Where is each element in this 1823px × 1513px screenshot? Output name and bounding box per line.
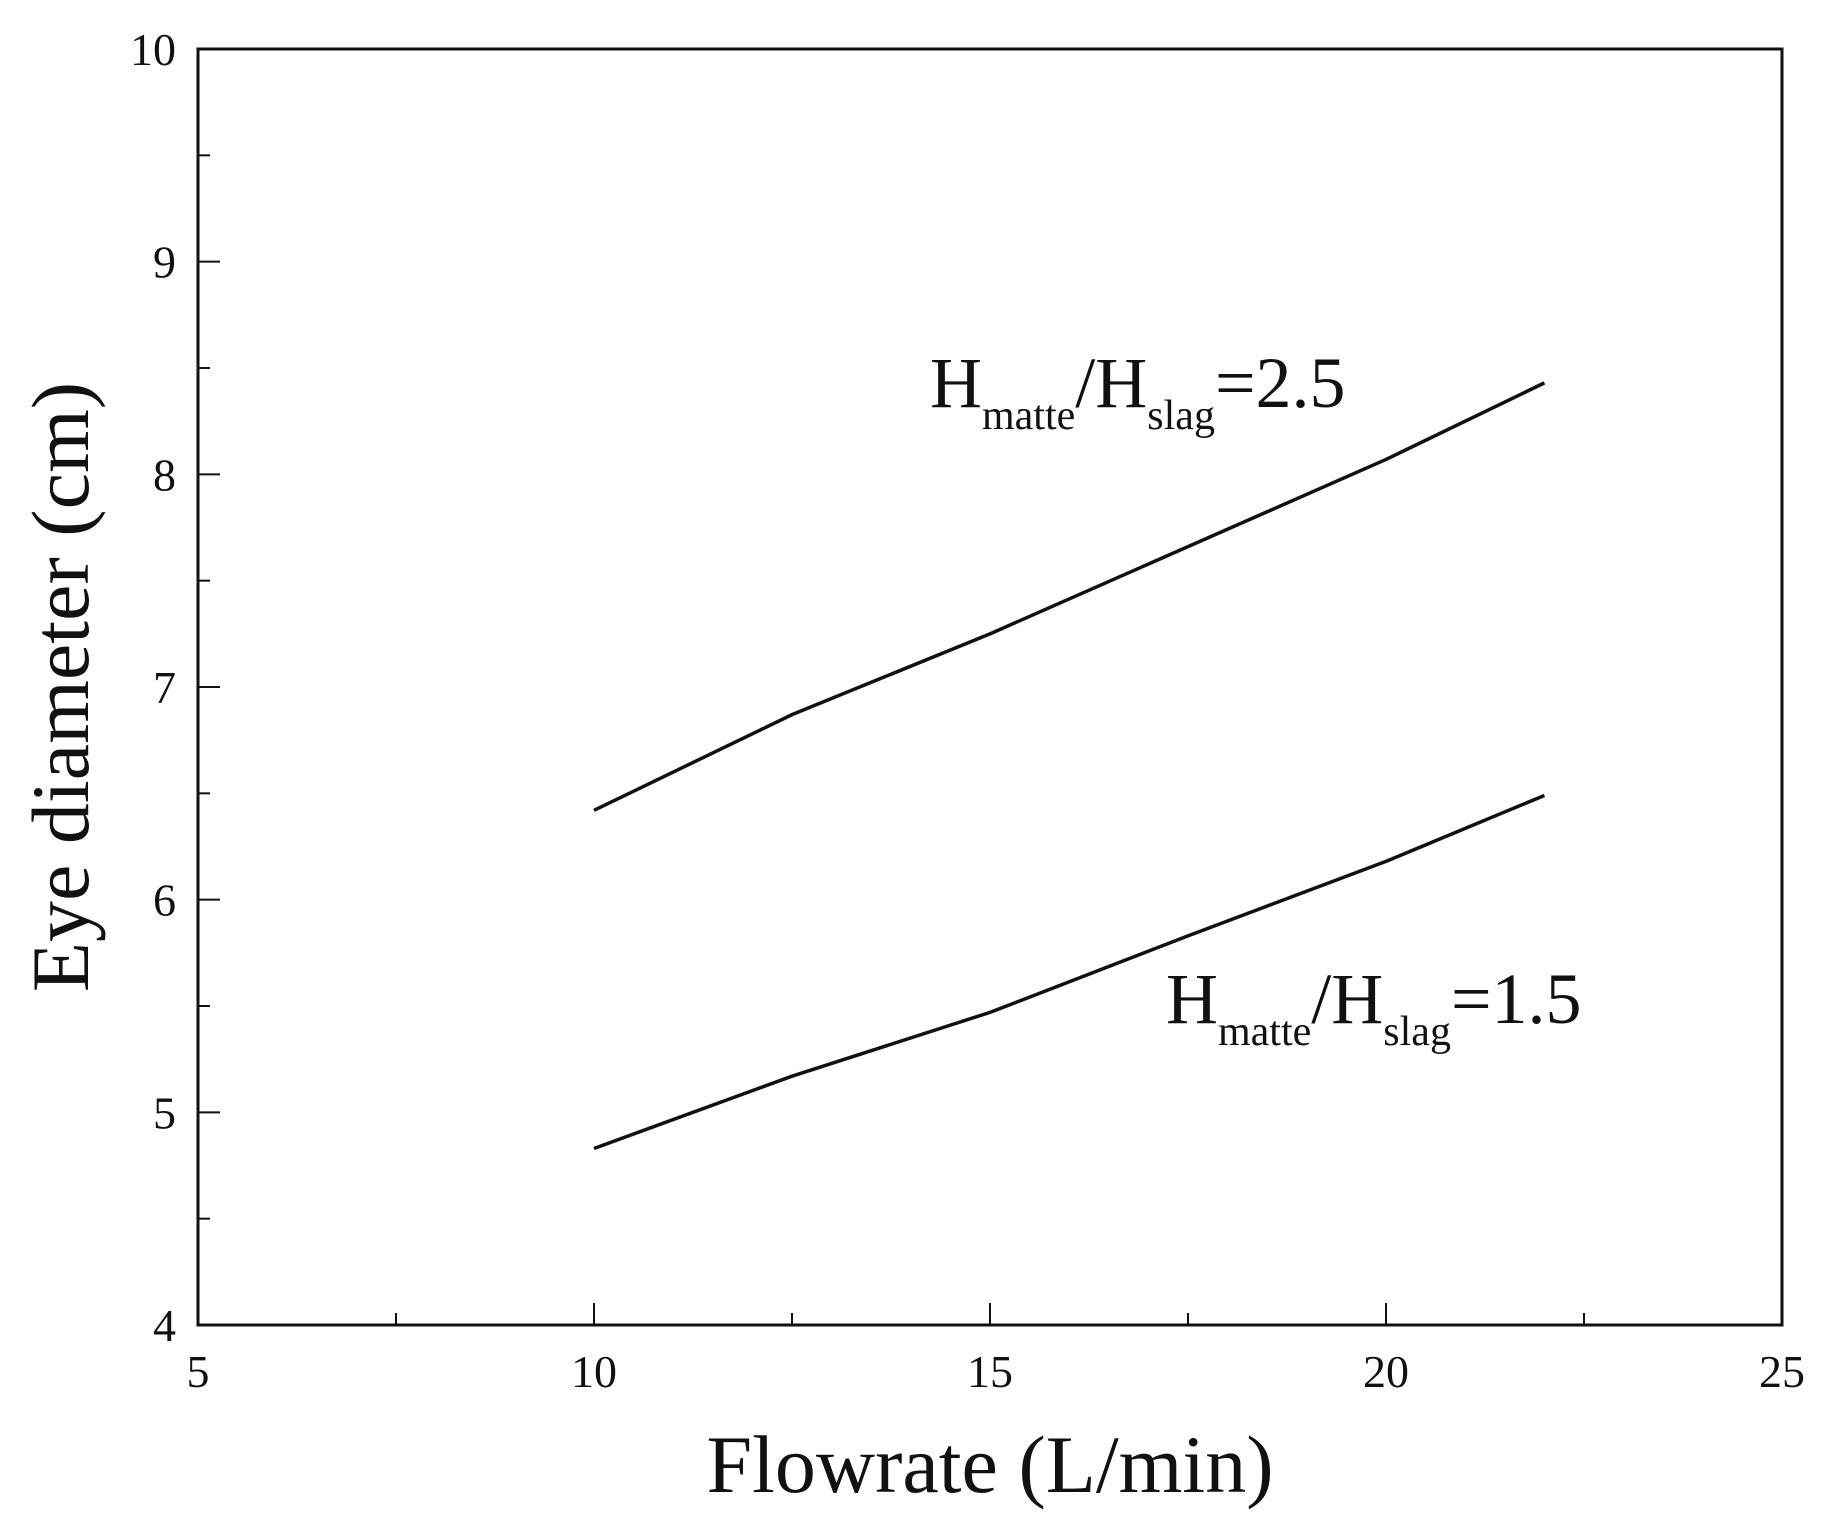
x-tick-label: 5 — [187, 1346, 210, 1397]
y-tick-label: 5 — [153, 1087, 176, 1138]
x-tick-label: 15 — [967, 1346, 1013, 1397]
annotation-text: H — [1166, 959, 1218, 1039]
x-tick-label: 20 — [1363, 1346, 1409, 1397]
y-tick-label: 6 — [153, 875, 176, 926]
annotation-subscript: slag — [1147, 393, 1215, 439]
y-tick-label: 9 — [153, 237, 176, 288]
y-tick-label: 7 — [153, 662, 176, 713]
annotation-subscript: matte — [982, 393, 1075, 439]
line-series — [593, 381, 1546, 812]
annotation-text: =1.5 — [1451, 959, 1582, 1039]
y-tick-label: 10 — [130, 24, 176, 75]
annotation: Hmatte/Hslag=2.5 — [930, 343, 1346, 439]
y-tick-label: 8 — [153, 449, 176, 500]
annotation-text: H — [930, 343, 982, 423]
x-tick-label: 25 — [1759, 1346, 1805, 1397]
annotation-subscript: matte — [1218, 1009, 1311, 1055]
x-axis-title: Flowrate (L/min) — [706, 1419, 1273, 1510]
y-axis-title: Eye diameter (cm) — [15, 382, 106, 992]
y-tick-label: 4 — [153, 1300, 176, 1351]
annotation-text: =2.5 — [1215, 343, 1346, 423]
annotation: Hmatte/Hslag=1.5 — [1166, 959, 1582, 1055]
line-series — [593, 793, 1546, 1151]
plot-frame — [196, 47, 1784, 1327]
annotation-text: /H — [1075, 343, 1147, 423]
annotation-subscript: slag — [1383, 1009, 1451, 1055]
annotation-text: /H — [1311, 959, 1383, 1039]
x-tick-label: 10 — [571, 1346, 617, 1397]
